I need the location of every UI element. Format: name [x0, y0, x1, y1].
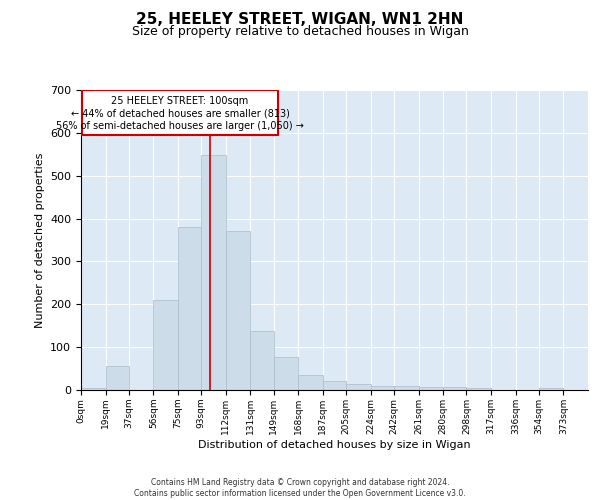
Bar: [250, 332, 274, 390]
Text: 25, HEELEY STREET, WIGAN, WN1 2HN: 25, HEELEY STREET, WIGAN, WN1 2HN: [136, 12, 464, 28]
Text: Size of property relative to detached houses in Wigan: Size of property relative to detached ho…: [131, 25, 469, 38]
Text: 25 HEELEY STREET: 100sqm: 25 HEELEY STREET: 100sqm: [112, 96, 248, 106]
Bar: [106, 366, 129, 390]
Text: 56% of semi-detached houses are larger (1,050) →: 56% of semi-detached houses are larger (…: [56, 121, 304, 131]
Bar: [274, 357, 298, 390]
Bar: [419, 386, 443, 390]
X-axis label: Distribution of detached houses by size in Wigan: Distribution of detached houses by size …: [198, 440, 471, 450]
Text: Contains HM Land Registry data © Crown copyright and database right 2024.
Contai: Contains HM Land Registry data © Crown c…: [134, 478, 466, 498]
Text: ← 44% of detached houses are smaller (813): ← 44% of detached houses are smaller (81…: [71, 108, 289, 118]
Bar: [81, 388, 106, 390]
Bar: [323, 382, 346, 390]
Y-axis label: Number of detached properties: Number of detached properties: [35, 152, 44, 328]
Bar: [154, 300, 178, 390]
Bar: [394, 386, 419, 390]
Bar: [226, 232, 250, 390]
Bar: [443, 387, 466, 390]
Bar: [539, 388, 563, 390]
Bar: [82, 90, 278, 135]
Bar: [201, 155, 226, 390]
Bar: [298, 375, 323, 390]
Bar: [178, 227, 201, 390]
Bar: [466, 388, 491, 390]
Bar: [371, 386, 394, 390]
Bar: [346, 384, 371, 390]
